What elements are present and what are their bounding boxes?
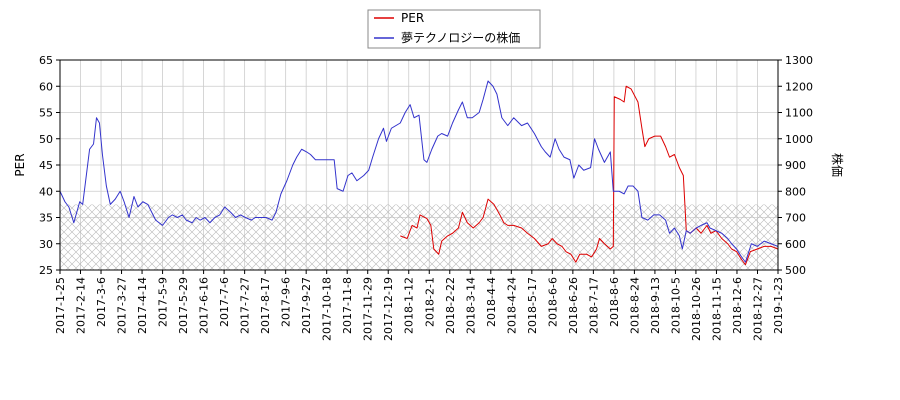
x-tick-label: 2018-10-5 [669,277,682,334]
x-tick-label: 2018-7-17 [587,277,600,334]
y-left-tick-label: 45 [39,159,53,172]
y-right-axis: 500 600 700 800 900 1000 1100 1200 1300 [778,54,813,277]
x-tick-label: 2018-10-26 [690,277,703,341]
x-axis: 2017-1-25 2017-2-14 2017-3-6 2017-3-27 2017-… [54,270,785,341]
x-tick-label: 2017-4-14 [136,277,149,334]
series-line-per [400,85,778,266]
x-tick-label: 2018-2-22 [444,277,457,334]
y-left-tick-label: 35 [39,212,53,225]
x-tick-label: 2017-6-16 [198,277,211,334]
x-tick-label: 2018-4-24 [505,277,518,334]
y-left-tick-label: 25 [39,264,53,277]
y-right-tick-label: 600 [785,238,806,251]
x-tick-label: 2018-6-26 [567,277,580,334]
y-right-tick-label: 800 [785,185,806,198]
x-tick-label: 2018-5-17 [526,277,539,334]
x-tick-label: 2017-10-18 [321,277,334,341]
y-right-tick-label: 1200 [785,80,813,93]
x-tick-label: 2018-12-27 [751,277,764,341]
x-tick-label: 2018-3-14 [464,277,477,334]
x-tick-label: 2017-12-19 [382,277,395,341]
y-right-tick-label: 1000 [785,133,813,146]
y-right-tick-label: 1300 [785,54,813,67]
y-right-tick-label: 900 [785,159,806,172]
y-left-tick-label: 65 [39,54,53,67]
x-tick-label: 2017-9-6 [280,277,293,327]
x-tick-label: 2018-1-12 [403,277,416,334]
x-tick-label: 2017-3-27 [116,277,129,334]
legend-box [367,9,541,49]
x-tick-label: 2017-9-27 [300,277,313,334]
x-tick-label: 2017-8-17 [259,277,272,334]
y-right-axis-title: 株価 [830,153,845,177]
y-left-axis-title: PER [13,153,27,176]
x-tick-label: 2017-11-8 [341,277,354,334]
y-right-tick-label: 500 [785,264,806,277]
y-left-tick-label: 30 [39,238,53,251]
y-left-tick-label: 60 [39,80,53,93]
x-tick-label: 2017-11-29 [362,277,375,341]
y-right-tick-label: 1100 [785,107,813,120]
x-tick-label: 2017-7-6 [218,277,231,327]
y-left-tick-label: 40 [39,185,53,198]
x-tick-label: 2019-1-23 [772,277,785,334]
x-tick-label: 2017-1-25 [54,277,67,334]
x-tick-label: 2018-8-6 [608,277,621,327]
x-tick-label: 2018-9-13 [649,277,662,334]
series-group [60,80,778,266]
x-tick-label: 2017-2-14 [75,277,88,334]
x-tick-label: 2018-12-6 [731,277,744,334]
x-tick-label: 2018-8-24 [628,277,641,334]
series-line-price [60,80,778,263]
hatched-band [60,204,778,270]
legend-label-price: 夢テクノロジーの株価 [401,30,520,45]
x-tick-label: 2017-5-9 [157,277,170,327]
y-right-tick-label: 700 [785,212,806,225]
x-tick-label: 2018-11-15 [710,277,723,341]
y-left-tick-label: 55 [39,107,53,120]
y-left-tick-label: 50 [39,133,53,146]
x-tick-label: 2017-7-27 [239,277,252,334]
x-tick-label: 2018-2-1 [423,277,436,327]
x-tick-label: 2017-5-29 [177,277,190,334]
legend-label-per: PER [401,11,424,25]
x-tick-label: 2018-6-6 [546,277,559,327]
x-tick-label: 2018-4-4 [485,277,498,327]
y-left-axis: 25 30 35 40 45 50 55 60 65 [39,54,60,277]
x-tick-label: 2017-3-6 [95,277,108,327]
legend: PER 夢テクノロジーの株価 [367,9,541,49]
